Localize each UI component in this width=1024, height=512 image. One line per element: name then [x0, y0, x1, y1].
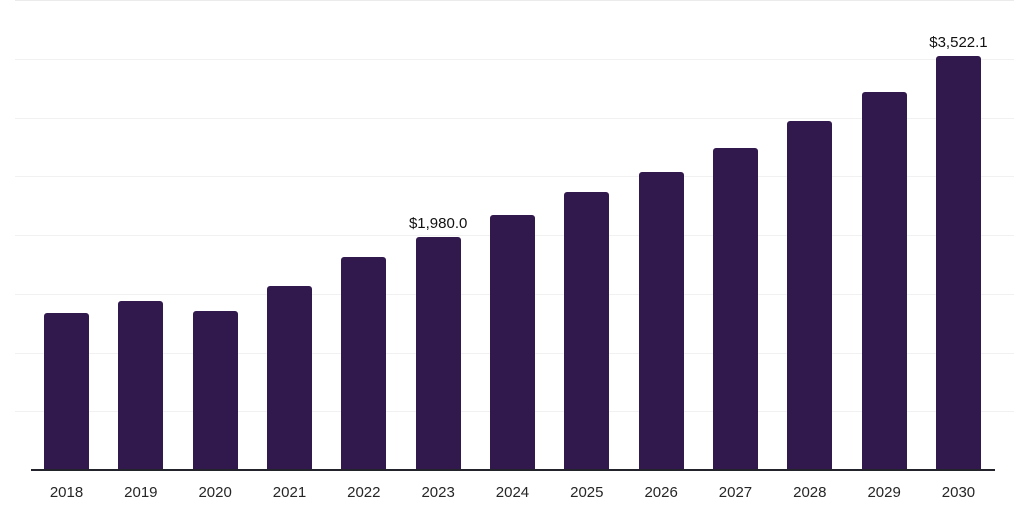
bar-2023 — [415, 237, 461, 470]
bar-2022 — [341, 256, 387, 470]
gridline-2500 — [15, 176, 1014, 177]
x-tick-2022: 2022 — [347, 484, 381, 501]
bar-2029 — [861, 91, 907, 470]
value-label-2030: $3,522.1 — [929, 34, 988, 52]
x-tick-2030: 2030 — [941, 484, 976, 501]
bar-2026 — [638, 172, 684, 470]
bar-2024 — [489, 215, 535, 470]
x-tick-2028: 2028 — [793, 484, 827, 501]
x-tick-2023: 2023 — [421, 484, 455, 501]
gridline-4000 — [15, 0, 1014, 1]
x-tick-2024: 2024 — [495, 484, 530, 501]
bar-2020 — [192, 311, 238, 470]
x-tick-2026: 2026 — [644, 484, 678, 501]
gridline-3000 — [15, 118, 1014, 119]
x-tick-2027: 2027 — [718, 484, 753, 501]
x-tick-2018: 2018 — [49, 484, 84, 501]
bar-2021 — [266, 285, 312, 470]
x-tick-2029: 2029 — [867, 484, 901, 501]
x-tick-2021: 2021 — [272, 484, 307, 501]
bar-2025 — [564, 192, 610, 470]
bar-2028 — [787, 121, 833, 470]
gridline-3500 — [15, 59, 1014, 60]
x-tick-2025: 2025 — [570, 484, 604, 501]
bar-2018 — [44, 312, 89, 470]
bar-2019 — [118, 300, 164, 470]
bar-2030 — [935, 56, 981, 470]
x-axis-line — [31, 469, 995, 471]
bar-2027 — [712, 148, 758, 470]
value-label-2023: $1,980.0 — [408, 215, 468, 233]
x-tick-2019: 2019 — [124, 484, 158, 501]
x-tick-2020: 2020 — [198, 484, 232, 501]
